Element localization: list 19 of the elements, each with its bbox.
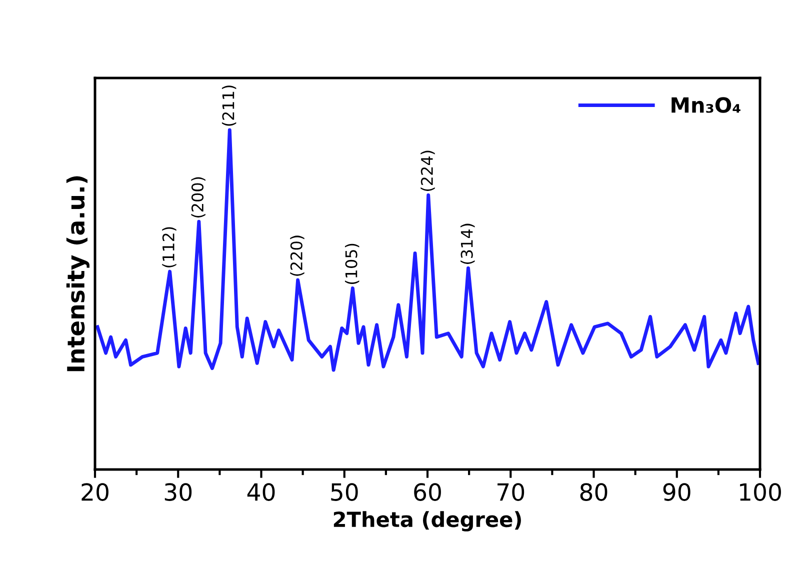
annotation: (224) <box>420 150 435 191</box>
annotation: (314) <box>460 224 475 264</box>
x-tick-label: 100 <box>740 483 781 501</box>
x-axis-title: 2Theta (degree) <box>334 511 521 532</box>
annotation: (112) <box>162 227 176 268</box>
x-tick-label: 20 <box>82 483 108 501</box>
y-axis-title: Intensity (a.u.) <box>66 176 90 372</box>
annotation: (105) <box>344 244 360 284</box>
x-tick-label: 50 <box>331 483 358 501</box>
annotation: (211) <box>222 86 236 126</box>
legend-label: Mn₃O₄ <box>672 97 740 113</box>
annotation: (200) <box>191 177 206 218</box>
annotation: (220) <box>290 236 304 276</box>
x-tick-label: 40 <box>247 483 275 501</box>
x-tick-label: 60 <box>414 483 441 501</box>
x-tick-label: 80 <box>580 483 608 501</box>
x-tick-label: 30 <box>164 483 192 501</box>
x-tick-label: 70 <box>498 483 524 501</box>
x-tick-label: 90 <box>663 483 690 501</box>
